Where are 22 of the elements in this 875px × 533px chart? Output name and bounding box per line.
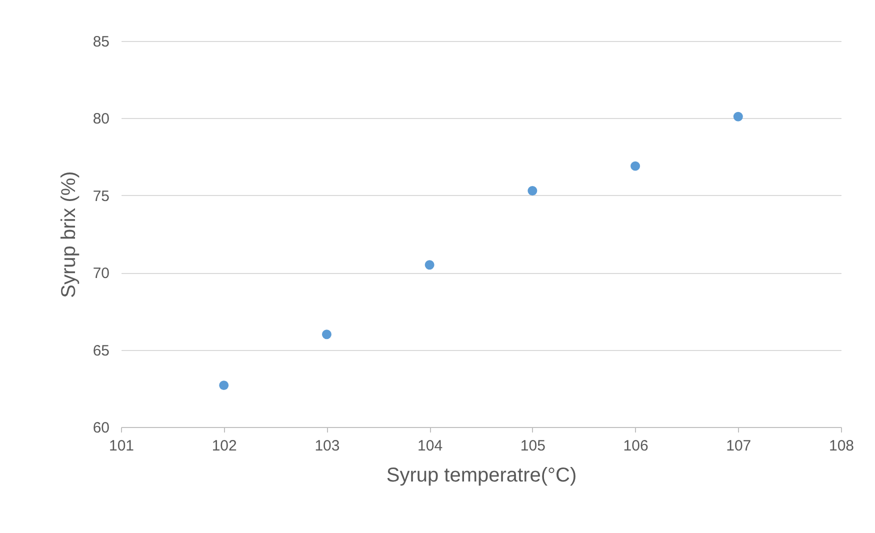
point [528, 186, 538, 196]
y-tick-label: 85 [92, 34, 110, 50]
x-tick-label: 101 [108, 438, 134, 454]
y-tick-label: 70 [92, 265, 110, 282]
x-tick-label: 103 [314, 438, 340, 454]
x-tick-label: 106 [623, 438, 648, 454]
point [219, 380, 229, 390]
y-tick-label: 65 [92, 342, 110, 360]
point [630, 161, 640, 171]
x-tick-label: 108 [828, 438, 854, 454]
y-tick-label: 75 [92, 188, 110, 205]
point [733, 112, 743, 122]
x-axis-title: Syrup temperatre(°C) [386, 464, 577, 486]
x-tick-label: 102 [212, 438, 237, 454]
x-tick-label: 107 [726, 438, 752, 454]
x-tick-label: 105 [520, 438, 546, 454]
y-axis-title: Syrup brix (%) [58, 171, 80, 298]
point [424, 260, 434, 270]
y-tick-label: 80 [92, 110, 110, 128]
x-tick-label: 104 [418, 438, 443, 454]
y-tick-label: 60 [92, 420, 110, 436]
point [322, 330, 332, 340]
